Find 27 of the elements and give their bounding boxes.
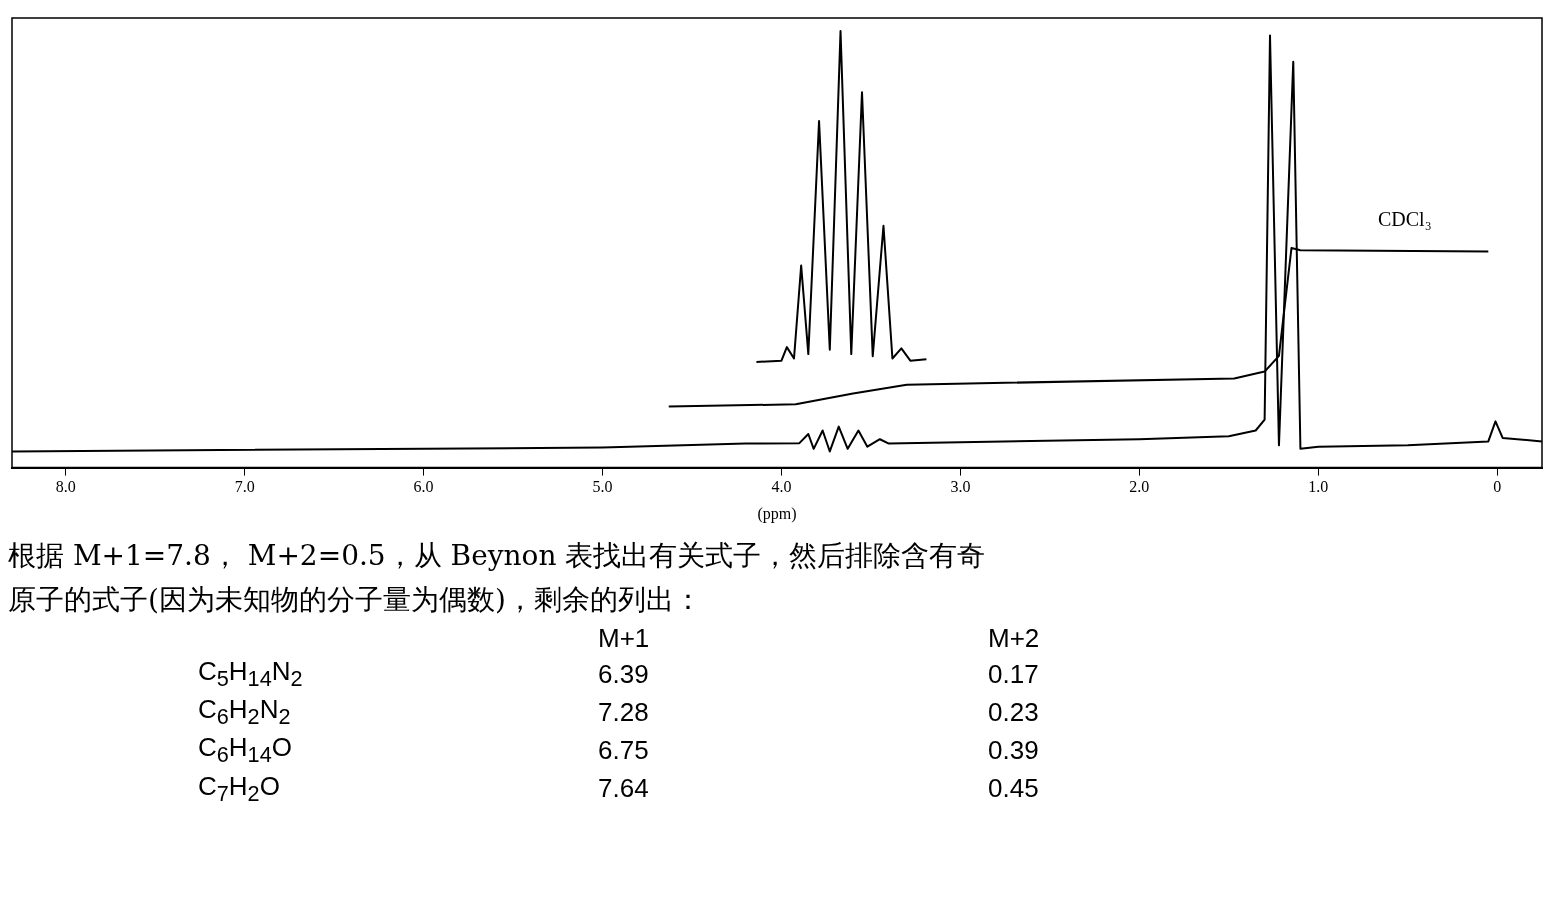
text: 根据 M+1=7.8， M+2=0.5，从 Beynon 表找出有关式子，然后排除含有奇 — [8, 538, 987, 574]
text: C$_{6}$H$_{2}$N$_{2}$ — [198, 693, 292, 732]
text: C$_{6}$H$_{14}$O — [198, 731, 293, 770]
text: C$_{7}$H$_{2}$O — [198, 769, 281, 808]
x-tick-label: 2.0 — [1129, 478, 1150, 496]
text: 6.75 — [598, 733, 650, 767]
text: 7.64 — [598, 772, 650, 806]
x-tick-label: 6.0 — [413, 478, 434, 496]
text: 6.39 — [598, 657, 650, 691]
x-tick-label: 5.0 — [592, 478, 613, 496]
text: 7.28 — [598, 695, 650, 729]
x-tick-label: 8.0 — [55, 478, 76, 496]
text: 0.23 — [988, 695, 1040, 729]
text: 0.17 — [988, 657, 1040, 691]
x-tick-label: 4.0 — [771, 478, 792, 496]
text: 0.45 — [988, 772, 1040, 806]
annotation: CDCl₃ — [1378, 208, 1432, 231]
text: M+1 — [598, 622, 651, 655]
x-tick-label: 0 — [1493, 478, 1502, 496]
text: 原子的式子(因为未知物的分子量为偶数)，剩余的列出： — [8, 582, 703, 618]
x-tick-label: 7.0 — [234, 478, 255, 496]
text: M+2 — [988, 622, 1041, 655]
x-axis-title: (ppm) — [757, 504, 797, 523]
x-tick-label: 3.0 — [950, 478, 971, 496]
text: 0.39 — [988, 733, 1040, 767]
text: C$_{5}$H$_{14}$N$_{2}$ — [198, 655, 304, 694]
x-tick-label: 1.0 — [1308, 478, 1329, 496]
